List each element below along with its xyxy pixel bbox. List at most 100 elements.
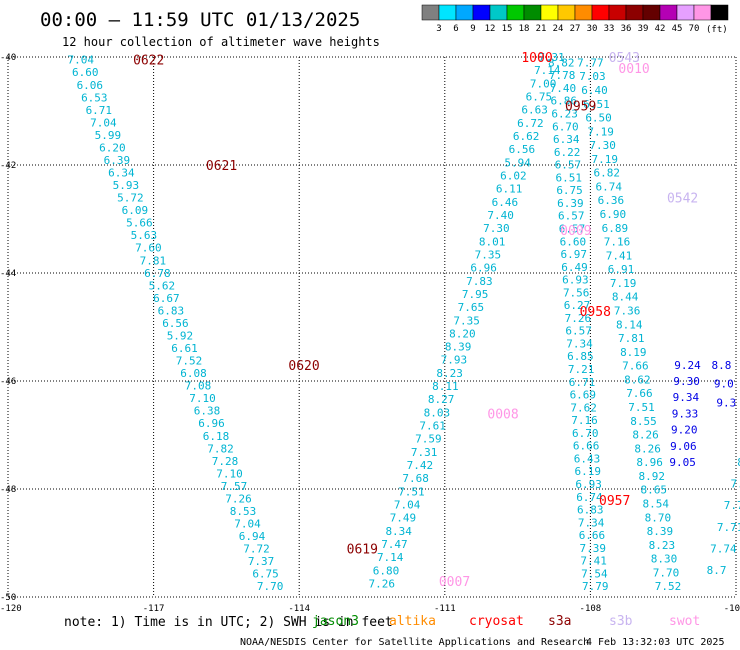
swh-point: 7.35 (475, 248, 502, 261)
swh-point: 6.57 (558, 210, 585, 223)
swh-point: 6.56 (509, 143, 536, 156)
swh-point: 6.83 (577, 504, 604, 517)
colorbar-label: 27 (570, 24, 581, 34)
swh-point: 6.40 (581, 84, 608, 97)
time-label: 1000 (521, 51, 552, 66)
time-label: 0957 (599, 494, 630, 509)
swh-point: 7.30 (483, 222, 510, 235)
colorbar-swatch (455, 4, 474, 21)
swh-point: 6.75 (526, 90, 553, 103)
swh-point: 6.39 (557, 197, 584, 210)
swh-point: 6.02 (500, 169, 527, 182)
grid (7, 56, 737, 598)
swh-point: 6.57 (565, 325, 592, 338)
swh-point: 7.34 (578, 516, 605, 529)
swh-point: 6.51 (583, 98, 610, 111)
legend-s3a: s3a (548, 614, 571, 629)
colorbar-unit: (ft) (706, 25, 728, 35)
swh-point: 5.93 (113, 179, 140, 192)
swh-point: 9.30 (673, 375, 700, 388)
swh-point: 6.80 (373, 564, 400, 577)
swh-point: 7.08 (185, 380, 212, 393)
swh-point: 5.92 (167, 329, 194, 342)
time-label: 0010 (618, 62, 649, 77)
swh-point: 7.56 (563, 286, 590, 299)
swh-point: 7.16 (571, 414, 598, 427)
time-label: 0621 (206, 159, 237, 174)
colorbar-label: 70 (689, 24, 700, 34)
swh-point: 8.03 (424, 406, 451, 419)
swh-point: 8.62 (624, 373, 651, 386)
colorbar-label: 42 (655, 24, 666, 34)
swh-point: 5.66 (126, 217, 153, 230)
colorbar-swatch (625, 4, 644, 21)
colorbar-label: 39 (638, 24, 649, 34)
swh-point: 7.51 (398, 485, 425, 498)
swh-point: 7.41 (606, 249, 633, 262)
time-label: 0543 (609, 51, 640, 66)
swh-point: 6.27 (564, 299, 591, 312)
swh-point: 6.72 (517, 117, 544, 130)
legend-altika: altika (389, 614, 436, 629)
swh-point: 6.53 (81, 91, 108, 104)
swh-point: 7.83 (466, 275, 493, 288)
footer-credit: NOAA/NESDIS Center for Satellite Applica… (240, 637, 589, 648)
swh-point: 6.74 (596, 180, 623, 193)
swh-point: 6.08 (180, 367, 207, 380)
swh-point: 7.42 (407, 459, 434, 472)
swh-point: 9.06 (670, 440, 697, 453)
swh-point: 7.78 (549, 69, 576, 82)
swh-point: 6.34 (108, 167, 135, 180)
legend-s3b: s3b (609, 614, 633, 629)
swh-point: 8.01 (479, 235, 506, 248)
colorbar-label: 6 (453, 24, 458, 34)
swh-point: 7.04 (394, 499, 421, 512)
swh-point: 7.04 (234, 518, 261, 531)
swh-point: 6.20 (99, 141, 126, 154)
colorbar-swatch (489, 4, 508, 21)
colorbar-swatch (540, 4, 559, 21)
colorbar-swatch (676, 4, 695, 21)
swh-point: 7.40 (550, 82, 577, 95)
swh-point: 7.74 (724, 499, 740, 512)
colorbar-label: 33 (604, 24, 615, 34)
swh-point: 8.55 (630, 415, 657, 428)
swh-point: 6.70 (552, 120, 579, 133)
swh-point: 7.10 (189, 392, 216, 405)
colorbar-label: 3 (436, 24, 441, 34)
swh-point: 7.65 (458, 301, 485, 314)
swh-point: 6.66 (579, 529, 606, 542)
swh-point: 7.71 (717, 521, 740, 534)
swh-point: 7.21 (568, 363, 595, 376)
swh-point: 7.70 (257, 580, 284, 593)
colorbar-swatch (557, 4, 576, 21)
x-tick-label: -114 (288, 604, 310, 614)
legend-swot: swot (669, 614, 700, 629)
swh-point: 7.82 (207, 442, 234, 455)
colorbar-label: 12 (485, 24, 496, 34)
swh-point: 8.44 (612, 291, 639, 304)
swh-point: 8.8 (712, 359, 732, 372)
colorbar-label: 24 (553, 24, 564, 34)
swh-point: 7.04 (68, 54, 95, 67)
swh-point: 7.61 (419, 420, 446, 433)
swh-point: 6.23 (551, 108, 578, 121)
swh-point: 8.27 (428, 393, 455, 406)
swh-point: 6.86 (551, 95, 578, 108)
x-tick-label: -117 (143, 604, 165, 614)
swh-point: 6.93 (575, 478, 602, 491)
colorbar-swatch (693, 4, 712, 21)
colorbar-label: 21 (536, 24, 547, 34)
swh-point: 7.35 (453, 314, 480, 327)
swh-point: 6.70 (572, 427, 599, 440)
swh-point: 6.18 (203, 430, 230, 443)
swh-point: 6.09 (122, 204, 149, 217)
swh-point: 8.7 (707, 564, 727, 577)
swh-point: 8.39 (445, 341, 472, 354)
swh-point: 6.34 (553, 133, 580, 146)
swh-point: 7.41 (580, 555, 607, 568)
swh-point: 9.0 (714, 378, 734, 391)
swh-point: 7.26 (368, 578, 395, 591)
swh-point: 6.46 (492, 196, 519, 209)
